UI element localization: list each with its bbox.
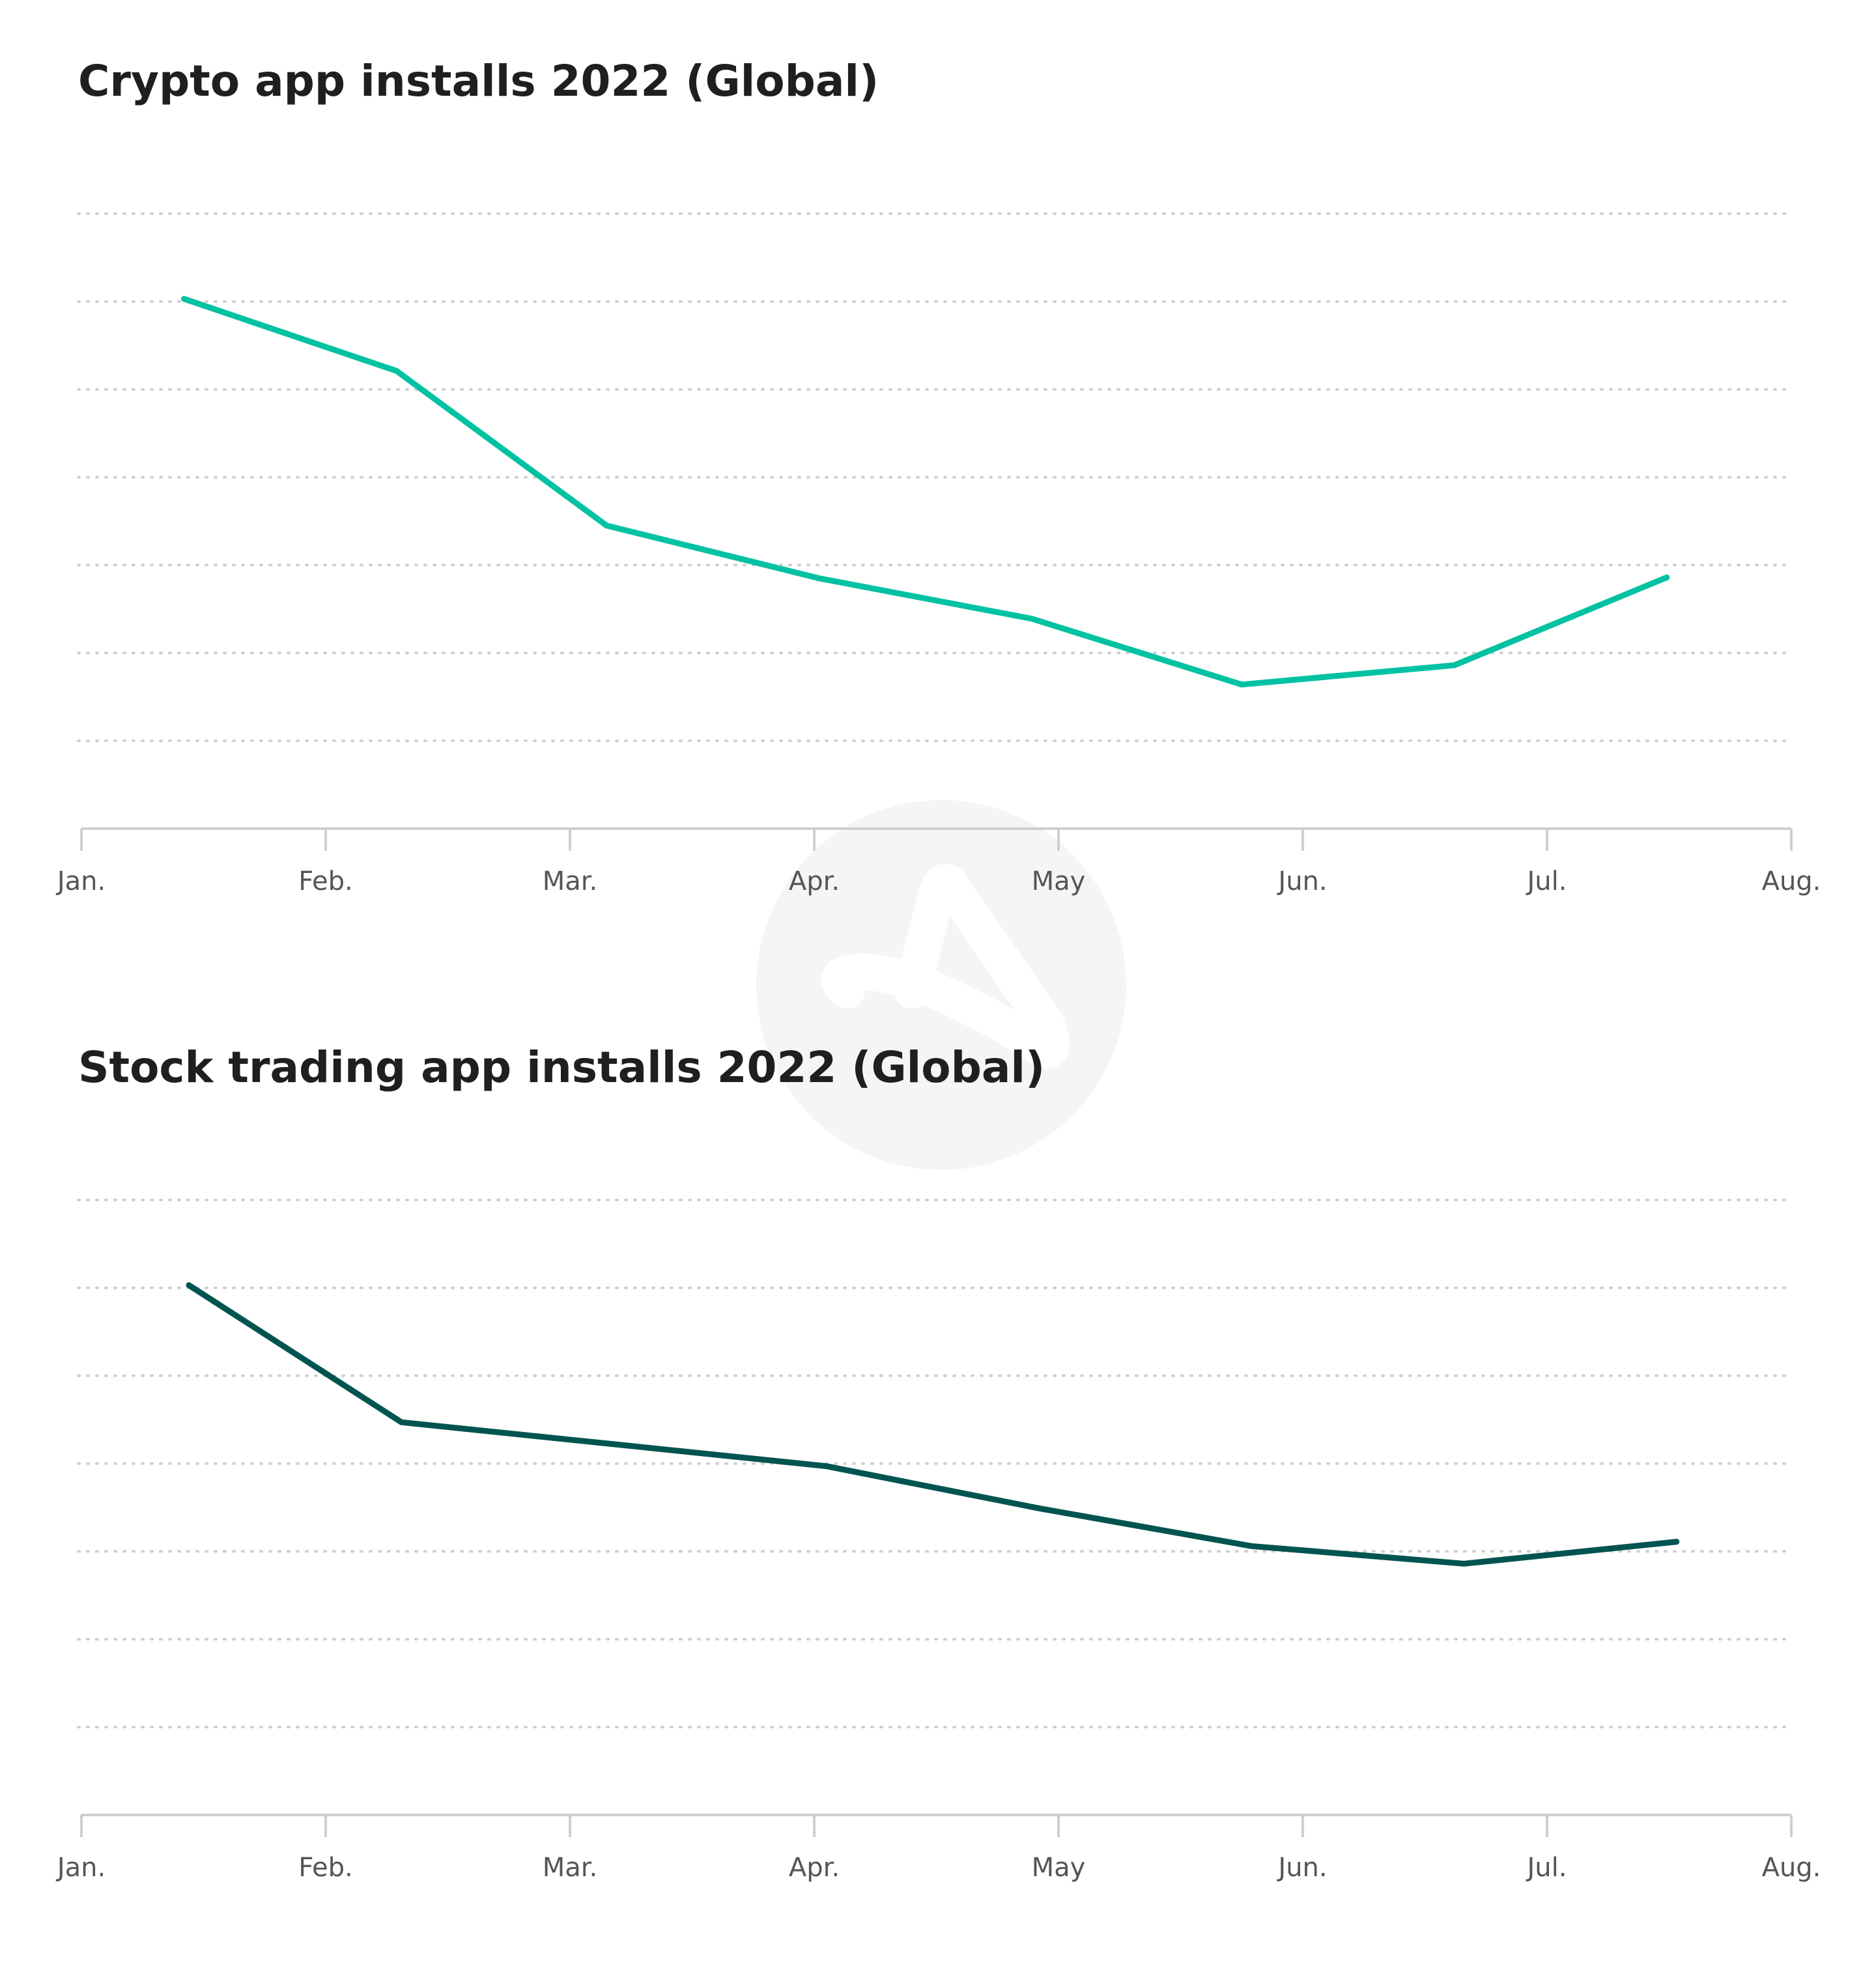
x-tick-label: Jan. (55, 866, 106, 896)
x-tick-label: Jun. (1276, 1853, 1327, 1883)
x-tick-label: Apr. (789, 866, 840, 896)
x-tick-label: Jan. (55, 1853, 106, 1883)
x-tick-label: Jun. (1276, 866, 1327, 896)
x-tick-label: Jul. (1526, 866, 1567, 896)
chart-title: Crypto app installs 2022 (Global) (78, 56, 879, 106)
x-tick-label: Mar. (543, 866, 598, 896)
series-line (186, 1282, 1680, 1567)
x-tick-label: Mar. (543, 1853, 598, 1883)
x-tick-label: Feb. (298, 866, 353, 896)
adjust-logo-watermark-icon (756, 800, 1126, 1170)
x-tick-label: May (1032, 1853, 1086, 1883)
x-tick-label: Feb. (298, 1853, 353, 1883)
x-tick-label: Apr. (789, 1853, 840, 1883)
x-tick-label: Aug. (1762, 1853, 1821, 1883)
crypto-installs-chart: Crypto app installs 2022 (Global) Jan. Feb… (55, 56, 1821, 896)
chart-title: Stock trading app installs 2022 (Global) (78, 1042, 1045, 1092)
x-tick-label: May (1032, 866, 1086, 896)
series-line (181, 296, 1670, 688)
stock-trading-installs-chart: Stock trading app installs 2022 (Global)… (55, 1042, 1821, 1883)
x-tick-label: Aug. (1762, 866, 1821, 896)
x-tick-label: Jul. (1526, 1853, 1567, 1883)
